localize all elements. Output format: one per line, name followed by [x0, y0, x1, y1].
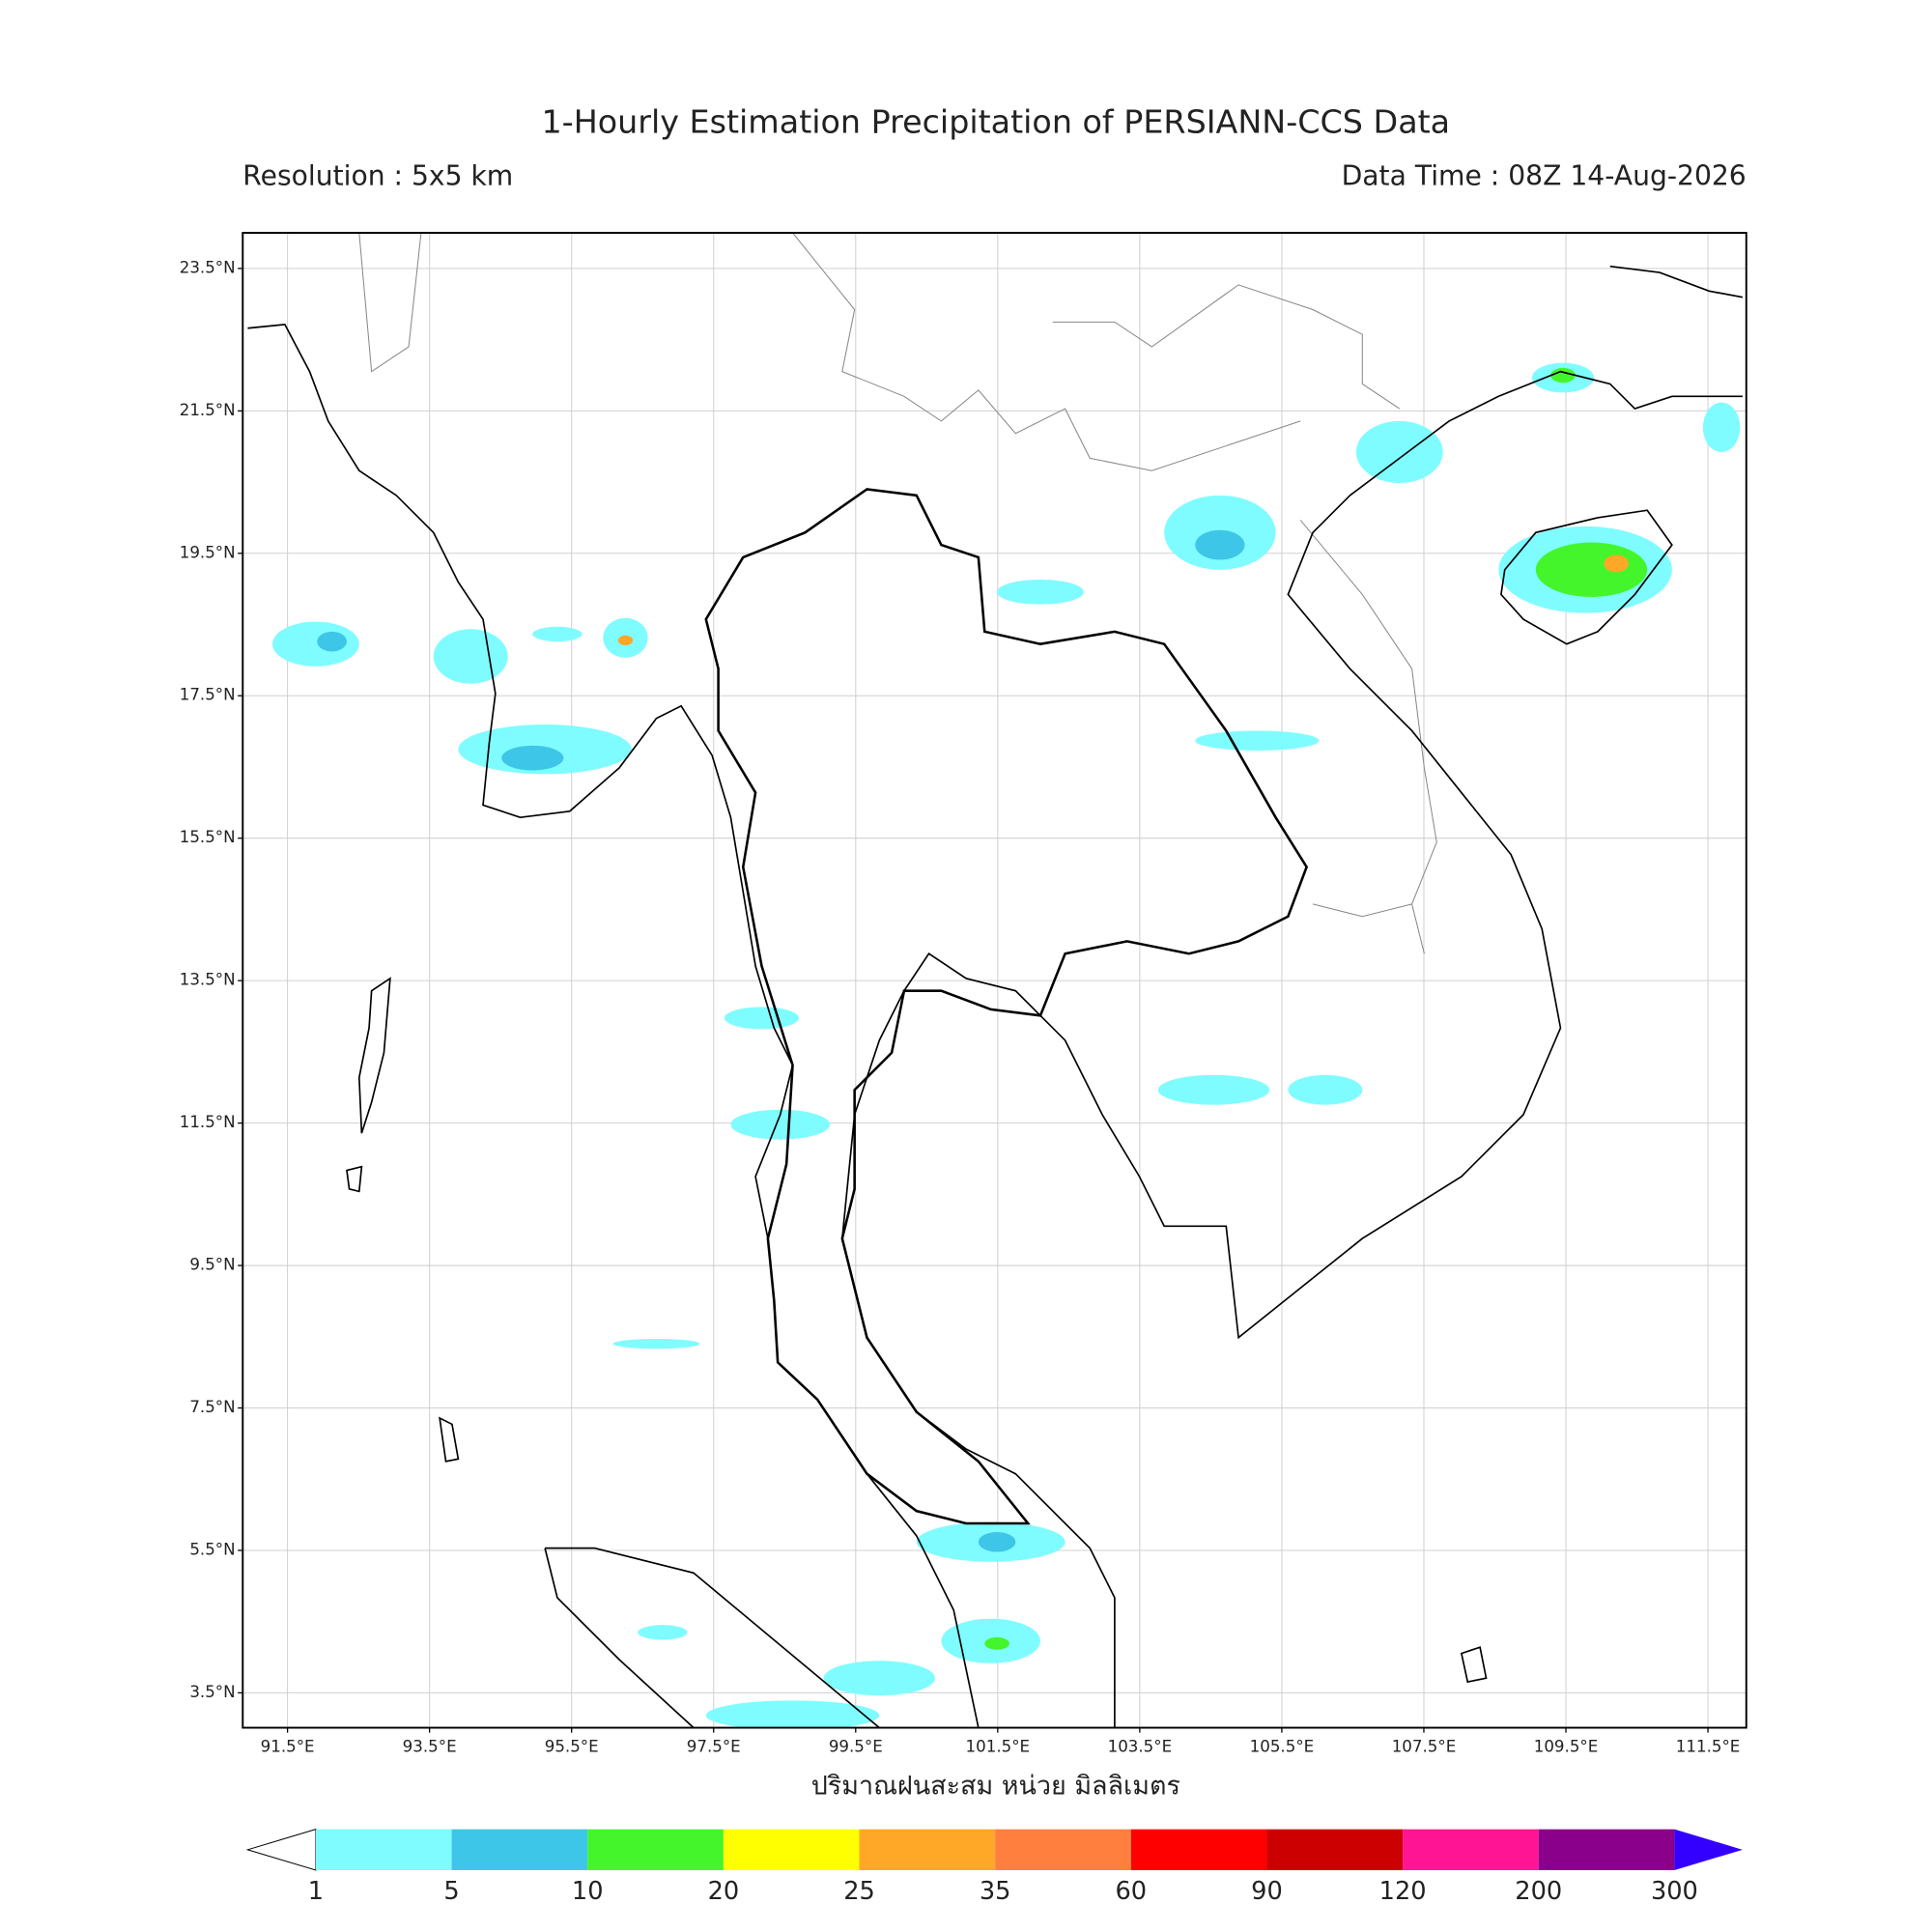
colorbar-label: 35	[980, 1877, 1011, 1906]
resolution: Resolution : 5x5 km	[242, 159, 513, 191]
colorbar-segment	[723, 1829, 860, 1870]
colorbar-label: 300	[1651, 1877, 1698, 1906]
y-tick-label: 11.5°N	[180, 1113, 236, 1131]
x-tick-label: 105.5°E	[1250, 1738, 1315, 1756]
x-tick-label: 101.5°E	[966, 1738, 1031, 1756]
colorbar-label: 25	[843, 1877, 875, 1906]
y-tick-label: 21.5°N	[180, 401, 236, 419]
map-frame	[242, 232, 1747, 1729]
y-tick-label: 19.5°N	[180, 543, 236, 561]
colorbar-segment	[995, 1829, 1131, 1870]
colorbar-label: 60	[1116, 1877, 1148, 1906]
x-tick-label: 95.5°E	[545, 1738, 599, 1756]
y-tick-label: 9.5°N	[189, 1256, 235, 1274]
data-time: Data Time : 08Z 14-Aug-2026	[1342, 159, 1747, 191]
y-tick-label: 5.5°N	[189, 1540, 235, 1558]
colorbar-label: 10	[572, 1877, 604, 1906]
colorbar-segment	[451, 1829, 588, 1870]
rain	[272, 362, 1741, 1728]
colorbar-label: 120	[1379, 1877, 1427, 1906]
colorbar-segment	[1266, 1829, 1404, 1870]
colorbar-label: 90	[1251, 1877, 1283, 1906]
x-tick-label: 107.5°E	[1392, 1738, 1457, 1756]
y-tick-label: 23.5°N	[180, 258, 236, 276]
title: 1-Hourly Estimation Precipitation of PER…	[541, 103, 1450, 141]
colorbar-over	[1674, 1829, 1743, 1870]
colorbar-segment	[1538, 1829, 1675, 1870]
colorbar-segment	[587, 1829, 724, 1870]
colorbar-segment	[859, 1829, 996, 1870]
x-tick-label: 99.5°E	[829, 1738, 883, 1756]
colorbar-under	[245, 1828, 317, 1871]
grid: 91.5°E 93.5°E 95.5°E 97.5°E 99.5°E 101.5°E 103…	[180, 233, 1747, 1756]
x-tick-label: 111.5°E	[1676, 1738, 1741, 1756]
colorbar-segment	[1130, 1829, 1267, 1870]
colorbar-label: 200	[1515, 1877, 1562, 1906]
colorbar: 1 5 10 20 25 35 60 90 120 200 300	[245, 1828, 1743, 1906]
y-tick-label: 13.5°N	[180, 971, 236, 989]
x-tick-label: 103.5°E	[1108, 1738, 1173, 1756]
colorbar-label: 1	[308, 1877, 324, 1906]
colorbar-label: 5	[443, 1877, 459, 1906]
y-tick-label: 3.5°N	[189, 1683, 235, 1701]
x-tick-label: 91.5°E	[261, 1738, 315, 1756]
colorbar-segment	[1403, 1829, 1539, 1870]
x-tick-label: 109.5°E	[1534, 1738, 1599, 1756]
y-tick-label: 17.5°N	[180, 686, 236, 704]
x-tick-label: 97.5°E	[687, 1738, 741, 1756]
colorbar-label: 20	[708, 1877, 740, 1906]
y-tick-label: 15.5°N	[180, 828, 236, 846]
x-label: ปริมาณฝนสะสม หน่วย มิลลิเมตร	[811, 1772, 1180, 1802]
map-content	[247, 233, 1744, 1728]
y-tick-label: 7.5°N	[189, 1398, 235, 1416]
colorbar-segment	[315, 1829, 452, 1870]
x-tick-label: 93.5°E	[403, 1738, 457, 1756]
